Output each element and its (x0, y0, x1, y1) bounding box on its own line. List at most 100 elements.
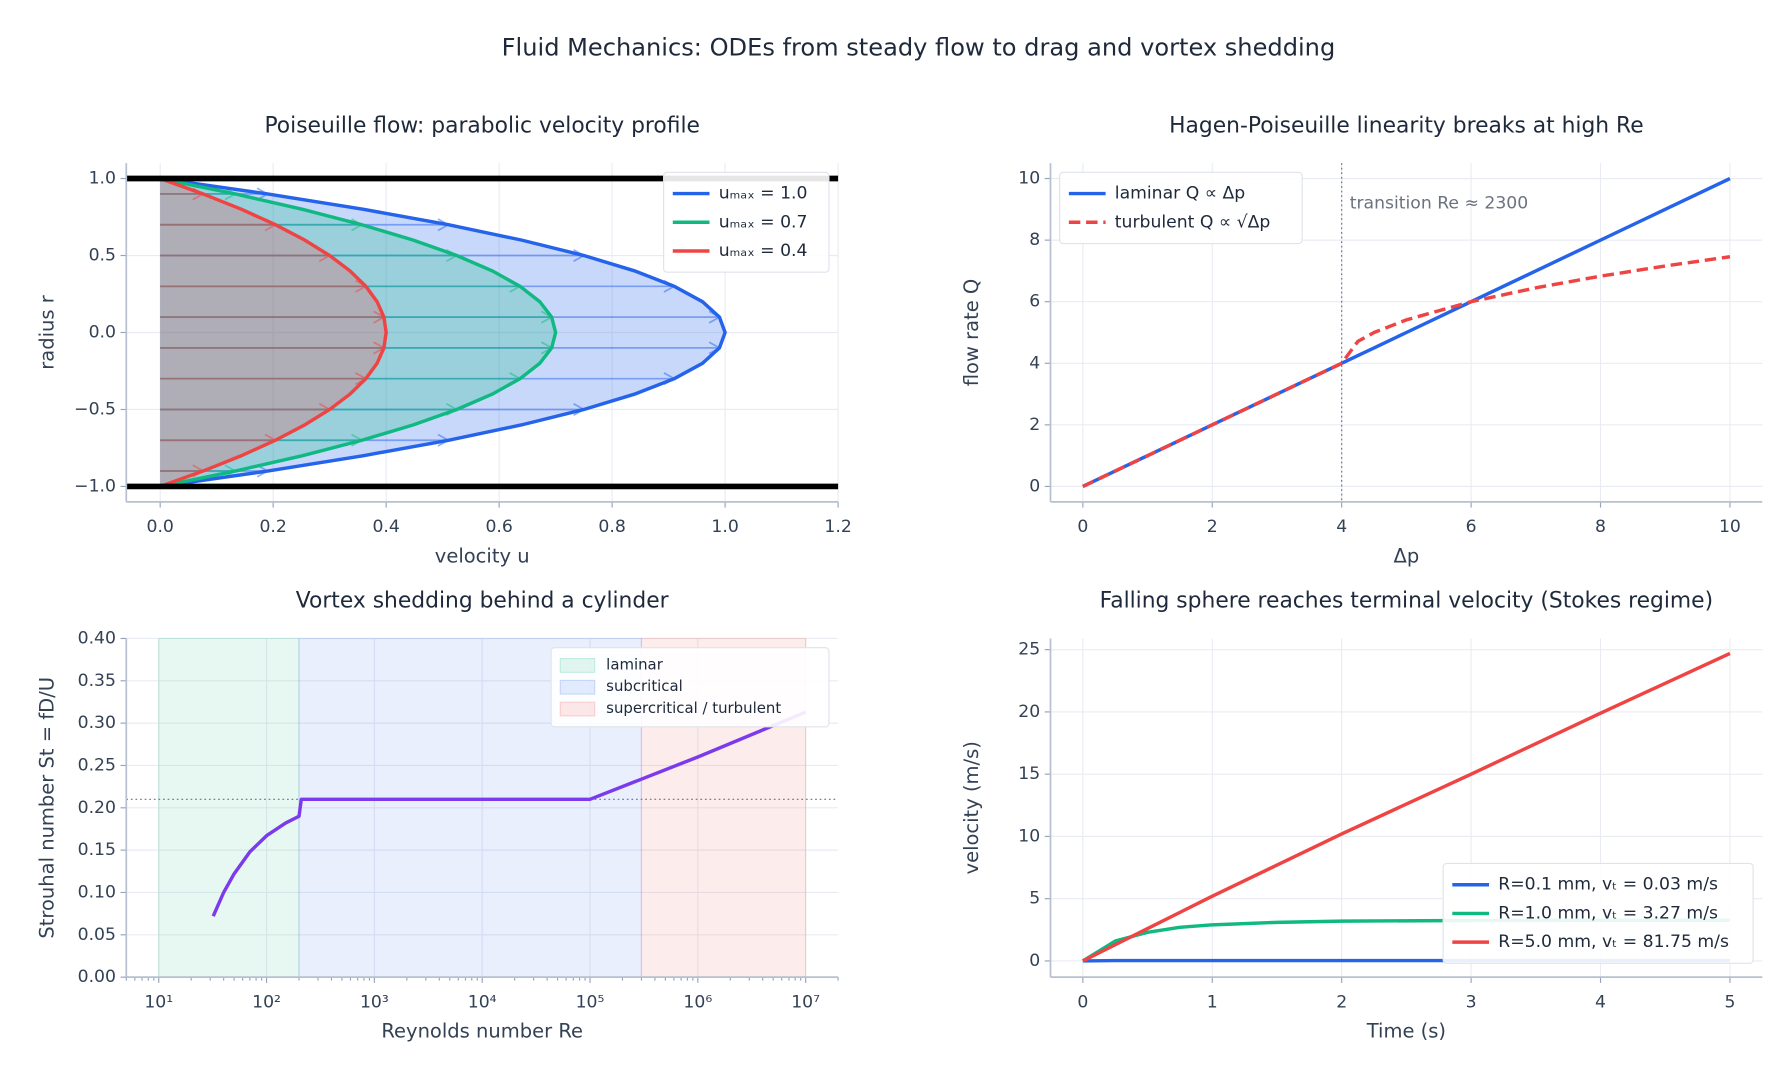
y-tick-label: 8 (1029, 230, 1040, 250)
legend-label: R=5.0 mm, vₜ = 81.75 m/s (1498, 932, 1729, 952)
plot-area: transition Re ≈ 2300 (1082, 163, 1731, 502)
y-tick-label: 5 (1029, 889, 1040, 909)
panel-title: Poiseuille flow: parabolic velocity prof… (264, 113, 700, 138)
legend: R=0.1 mm, vₜ = 0.03 m/s R=1.0 mm, vₜ = 3.… (1442, 862, 1754, 964)
profile-line (159, 176, 727, 489)
y-tick-label: 0.30 (78, 713, 116, 733)
legend-box (550, 647, 830, 728)
y-axis-label: radius r (36, 294, 59, 369)
series-line (1082, 651, 1731, 963)
y-tick-label: 2 (1029, 415, 1040, 435)
plot-area (126, 175, 839, 490)
y-tick-label: 10 (1018, 826, 1040, 846)
series-line (211, 710, 807, 917)
panel: Falling sphere reaches terminal velocity… (960, 589, 1763, 1043)
y-tick-label: 0.10 (78, 882, 116, 902)
y-tick-label: 15 (1018, 764, 1040, 784)
legend: laminar Q ∝ Δp turbulent Q ∝ √Δp (1059, 171, 1303, 245)
panel-title: Hagen-Poiseuille linearity breaks at hig… (1169, 113, 1643, 138)
y-tick-label: 0.40 (78, 628, 116, 648)
y-tick-label: 0.35 (78, 671, 116, 691)
y-axis-label: flow rate Q (960, 279, 983, 387)
y-tick-label: 20 (1018, 702, 1040, 722)
x-axis-label: velocity u (435, 544, 530, 567)
y-tick-label: 1.0 (89, 169, 116, 189)
y-axis-label: velocity (m/s) (960, 741, 983, 874)
legend-label: supercritical / turbulent (606, 699, 781, 717)
x-tick-label: 1.0 (711, 517, 738, 537)
x-tick-label: 2 (1336, 992, 1347, 1012)
y-tick-label: −0.5 (74, 399, 116, 419)
y-tick-label: 0.25 (78, 755, 116, 775)
x-tick-label: 10⁶ (683, 992, 712, 1012)
y-tick-label: 6 (1029, 292, 1040, 312)
y-tick-label: 0.0 (89, 322, 116, 342)
legend-box (1442, 862, 1754, 964)
y-tick-label: 0.05 (78, 925, 116, 945)
legend-box (1059, 171, 1303, 245)
y-tick-label: 4 (1029, 353, 1040, 373)
x-tick-label: 8 (1595, 517, 1606, 537)
profile-line (159, 176, 558, 489)
series-line (1082, 255, 1731, 488)
legend: laminar subcritical supercritical / turbul… (550, 647, 830, 728)
x-tick-label: 10⁵ (576, 992, 605, 1012)
x-tick-label: 1.2 (824, 517, 851, 537)
y-tick-label: 0.5 (89, 246, 116, 266)
y-tick-label: 0.20 (78, 798, 116, 818)
legend-label: R=0.1 mm, vₜ = 0.03 m/s (1498, 875, 1718, 895)
panel-title: Falling sphere reaches terminal velocity… (1100, 589, 1713, 614)
panel-title: Vortex shedding behind a cylinder (296, 589, 669, 614)
x-tick-label: 0 (1077, 992, 1088, 1012)
x-tick-label: 10¹ (144, 992, 173, 1012)
x-axis-label: Δp (1394, 544, 1420, 567)
x-axis-label: Time (s) (1366, 1020, 1446, 1043)
x-tick-label: 0.2 (259, 517, 286, 537)
x-tick-label: 3 (1466, 992, 1477, 1012)
x-tick-label: 10⁴ (468, 992, 497, 1012)
legend-label: R=1.0 mm, vₜ = 3.27 m/s (1498, 903, 1718, 923)
legend-label: uₘₐₓ = 0.7 (719, 212, 808, 232)
x-tick-label: 10⁷ (791, 992, 820, 1012)
x-tick-label: 0.4 (372, 517, 399, 537)
y-tick-label: 0.15 (78, 840, 116, 860)
legend-box (663, 171, 830, 273)
y-tick-label: 10 (1018, 169, 1040, 189)
legend-label: laminar (606, 655, 664, 673)
x-tick-label: 6 (1466, 517, 1477, 537)
legend-label: subcritical (606, 677, 683, 695)
legend-label: turbulent Q ∝ √Δp (1115, 212, 1271, 232)
x-tick-label: 1 (1207, 992, 1218, 1012)
legend-swatch (559, 701, 596, 717)
x-tick-label: 4 (1336, 517, 1347, 537)
x-tick-label: 10 (1719, 517, 1741, 537)
x-tick-label: 10² (252, 992, 281, 1012)
legend: uₘₐₓ = 1.0 uₘₐₓ = 0.7 uₘₐₓ = 0.4 (663, 171, 830, 273)
panel: Poiseuille flow: parabolic velocity prof… (36, 113, 852, 567)
y-tick-label: 0 (1029, 476, 1040, 496)
x-tick-label: 0.6 (485, 517, 512, 537)
x-tick-label: 10³ (360, 992, 389, 1012)
legend-label: uₘₐₓ = 1.0 (719, 184, 808, 204)
figure-title: Fluid Mechanics: ODEs from steady flow t… (502, 33, 1336, 61)
legend-swatch (559, 679, 596, 695)
x-tick-label: 0 (1077, 517, 1088, 537)
profile-line (159, 176, 388, 489)
annotation-text: transition Re ≈ 2300 (1350, 193, 1529, 213)
x-tick-label: 5 (1724, 992, 1735, 1012)
legend-swatch (559, 657, 596, 673)
region (158, 637, 300, 978)
y-tick-label: 0 (1029, 951, 1040, 971)
x-tick-label: 2 (1207, 517, 1218, 537)
y-tick-label: −1.0 (74, 476, 116, 496)
y-tick-label: 25 (1018, 640, 1040, 660)
y-axis-label: Strouhal number St = fD/U (36, 677, 59, 939)
y-tick-label: 0.00 (78, 967, 116, 987)
x-tick-label: 4 (1595, 992, 1606, 1012)
legend-label: laminar Q ∝ Δp (1115, 184, 1245, 204)
panel: Vortex shedding behind a cylinder Reynold… (36, 589, 839, 1043)
x-tick-label: 0.0 (146, 517, 173, 537)
x-axis-label: Reynolds number Re (381, 1020, 583, 1043)
x-tick-label: 0.8 (598, 517, 625, 537)
